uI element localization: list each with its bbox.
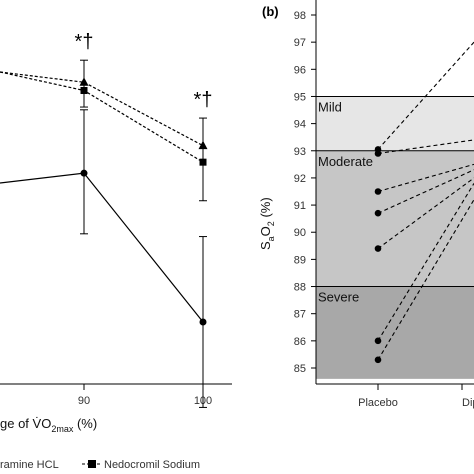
category-label: Placebo [358, 397, 398, 409]
y-tick-label: 86 [294, 336, 306, 348]
y-tick-label: 85 [294, 363, 306, 375]
placebo-point [374, 209, 382, 217]
y-tick-label: 90 [294, 227, 306, 239]
y-tick-label: 89 [294, 254, 306, 266]
left-x-axis-label: ge of V̇O2max (%) [0, 416, 97, 434]
y-tick-label: 97 [294, 37, 306, 49]
subject-line [377, 163, 474, 193]
x-tick-label: 90 [78, 395, 90, 407]
marker-circle [80, 169, 88, 177]
placebo-point [374, 245, 382, 252]
y-tick-label: 88 [294, 282, 306, 294]
y-tick-label: 87 [294, 309, 306, 321]
subject-line [377, 199, 474, 361]
marker-square [199, 158, 207, 166]
subject-line [377, 139, 474, 155]
y-tick-label: 95 [294, 91, 306, 103]
y-tick-label: 91 [294, 200, 306, 212]
placebo-point [374, 188, 382, 195]
marker-square [80, 87, 88, 95]
subject-line [377, 177, 474, 249]
placebo-point [374, 356, 382, 364]
category-label: Diph [462, 397, 474, 409]
zone-band [316, 96, 474, 151]
legend: ramine HCL Nedocromil Sodium [0, 459, 200, 471]
legend-entry-label: Nedocromil Sodium [104, 459, 200, 471]
marker-triangle [198, 140, 208, 150]
left-panel: 90 100 *†*† ge of V̇O2max (%) [0, 31, 232, 434]
legend-entry-label: ramine HCL [0, 459, 59, 471]
series-line [0, 71, 204, 163]
subject-line [377, 41, 474, 150]
zone-label: Severe [318, 290, 359, 305]
subject-line [377, 183, 474, 342]
zone-label: Mild [318, 99, 342, 114]
zone-band [316, 150, 474, 287]
y-tick-label: 93 [294, 146, 306, 158]
y-tick-label: 96 [294, 64, 306, 76]
right-panel: Mild Moderate Severe 85 86 87 88 89 90 91 92 93 94 9… [258, 0, 474, 409]
series-line [0, 172, 204, 323]
zone-band [316, 286, 474, 379]
subject-line [377, 169, 474, 214]
placebo-point [374, 337, 382, 345]
y-tick-label: 98 [294, 10, 306, 22]
y-tick-label: 92 [294, 173, 306, 185]
marker-circle [199, 318, 207, 326]
marker-triangle [79, 77, 89, 86]
panel-label: (b) [262, 4, 279, 19]
right-y-axis-label: SaO2 (%) [258, 197, 276, 250]
series-line [0, 71, 204, 147]
legend-marker-nedocromil [88, 460, 96, 468]
placebo-point [374, 150, 382, 157]
y-tick-label: 94 [294, 119, 306, 131]
zone-label: Moderate [318, 154, 373, 169]
significance-marker: *† [194, 89, 213, 111]
significance-marker: *† [75, 31, 94, 53]
